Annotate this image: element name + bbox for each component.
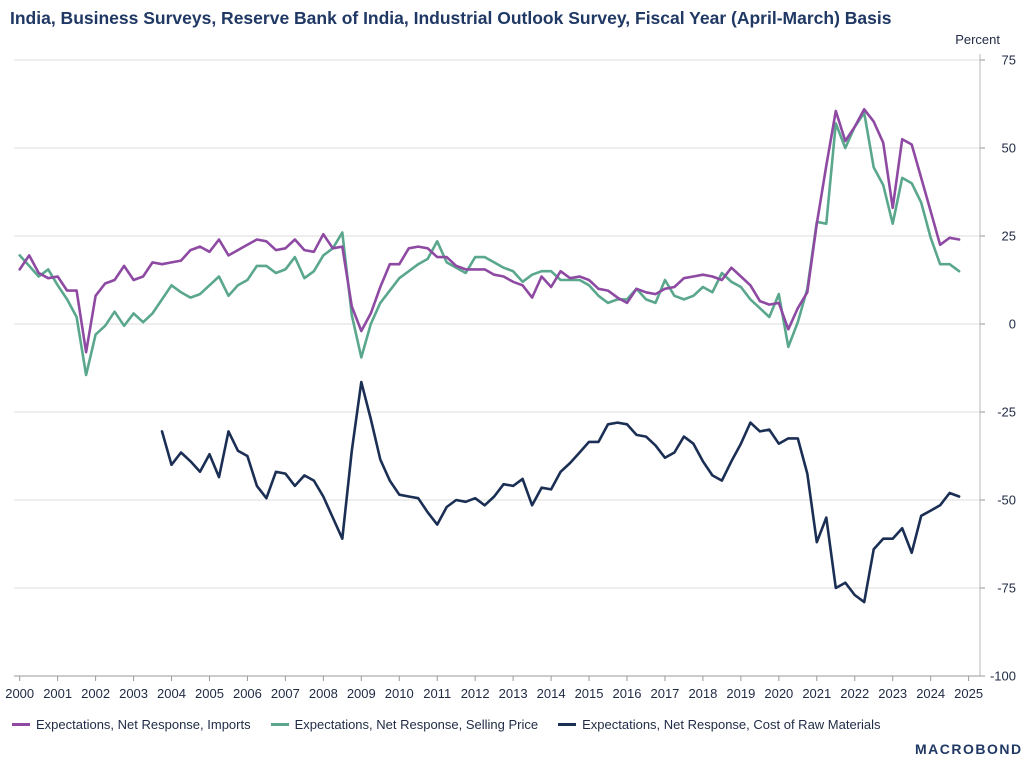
chart-legend: Expectations, Net Response, Imports Expec…	[12, 717, 881, 732]
x-tick-label: 2023	[878, 686, 907, 701]
grid-lines	[14, 59, 980, 589]
x-tick-label: 2009	[347, 686, 376, 701]
x-tick-label: 2017	[650, 686, 679, 701]
x-tick-label: 2013	[499, 686, 528, 701]
x-tick-label: 2005	[195, 686, 224, 701]
x-tick-label: 2024	[916, 686, 945, 701]
x-tick-label: 2004	[157, 686, 186, 701]
x-tick-label: 2006	[233, 686, 262, 701]
series-line-0	[18, 108, 961, 354]
x-tick-label: 2012	[461, 686, 490, 701]
legend-label: Expectations, Net Response, Selling Pric…	[294, 717, 539, 732]
x-axis-ticks: 2000 2001 2002 2003 2004 2005 2006 2007 2008 2009…	[5, 676, 983, 701]
x-tick-label: 2003	[119, 686, 148, 701]
x-tick-label: 2014	[537, 686, 566, 701]
y-tick-label: -75	[997, 581, 1016, 596]
y-tick-label: 0	[1009, 317, 1016, 332]
legend-item: Expectations, Net Response, Cost of Raw …	[558, 717, 881, 732]
x-tick-label: 2008	[309, 686, 338, 701]
legend-swatch	[558, 723, 577, 726]
legend-label: Expectations, Net Response, Imports	[36, 717, 251, 732]
legend-swatch	[270, 723, 289, 726]
x-tick-label: 2021	[802, 686, 831, 701]
x-tick-label: 2010	[385, 686, 414, 701]
x-tick-label: 2015	[575, 686, 604, 701]
y-tick-label: -50	[997, 493, 1016, 508]
x-tick-label: 2011	[423, 686, 451, 701]
x-tick-label: 2016	[613, 686, 642, 701]
legend-label: Expectations, Net Response, Cost of Raw …	[582, 717, 881, 732]
x-tick-label: 2018	[688, 686, 717, 701]
legend-swatch	[12, 723, 30, 726]
x-tick-label: 2001	[43, 686, 72, 701]
x-tick-label: 2002	[81, 686, 110, 701]
x-tick-label: 2025	[954, 686, 983, 701]
series-lines	[18, 108, 961, 604]
y-axis-ticks: 75 50 25 0 -25 -50 -75 -100	[980, 53, 1016, 684]
y-tick-label: 25	[1002, 229, 1016, 244]
x-tick-label: 2019	[726, 686, 755, 701]
y-tick-label: 50	[1002, 141, 1016, 156]
legend-item: Expectations, Net Response, Imports	[12, 717, 251, 732]
chart-title: India, Business Surveys, Reserve Bank of…	[10, 8, 892, 28]
series-line-1	[18, 111, 961, 377]
x-tick-label: 2007	[271, 686, 300, 701]
y-axis-label: Percent	[955, 32, 1000, 47]
y-tick-label: -25	[997, 405, 1016, 420]
series-line-2	[160, 380, 961, 604]
x-tick-label: 2000	[5, 686, 34, 701]
x-tick-label: 2020	[764, 686, 793, 701]
legend-item: Expectations, Net Response, Selling Pric…	[270, 717, 539, 732]
y-tick-label: -100	[990, 669, 1016, 684]
macrobond-logo: MACROBOND	[915, 741, 1023, 757]
y-tick-label: 75	[1002, 53, 1016, 68]
x-tick-label: 2022	[840, 686, 869, 701]
